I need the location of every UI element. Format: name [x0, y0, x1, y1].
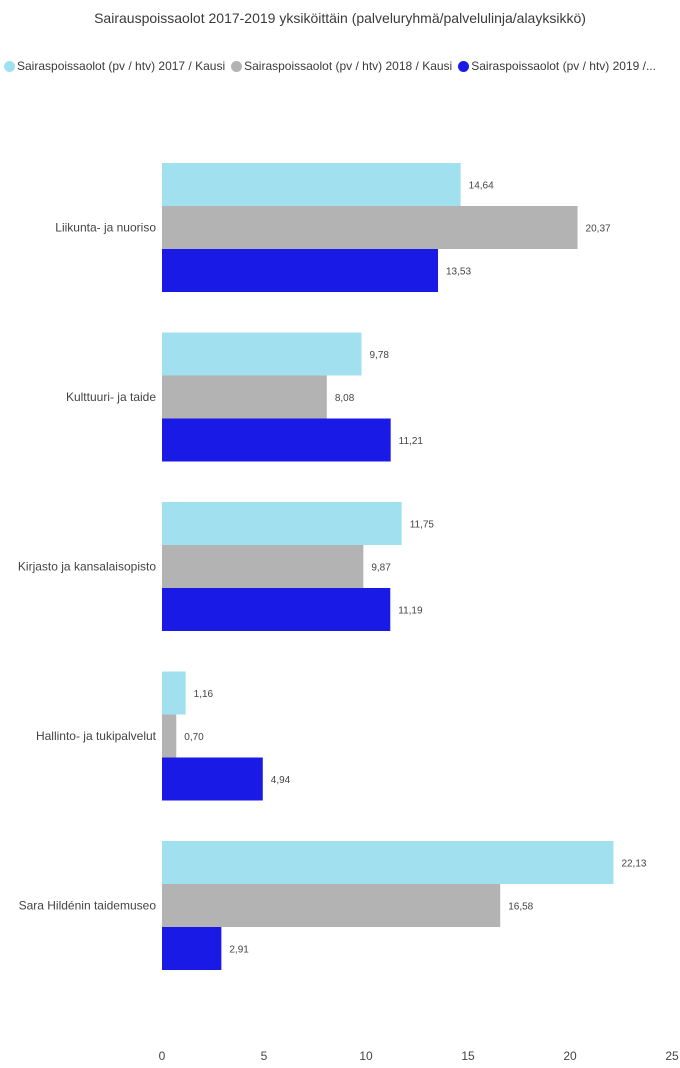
- data-label-2017-kirjasto-ja-kansalaisopisto: 11,75: [410, 520, 435, 531]
- legend-item-2018[interactable]: Sairaspoissaolot (pv / htv) 2018 / Kausi: [231, 59, 452, 73]
- bar-2018-sara-hildenin-taidemuseo[interactable]: [162, 884, 501, 927]
- bar-2019-kulttuuri-ja-taide[interactable]: [162, 418, 391, 462]
- legend-marker-2019: [458, 60, 470, 72]
- legend-marker-2018: [231, 60, 243, 72]
- data-label-2018-hallinto-ja-tukipalvelut: 0,70: [184, 732, 204, 743]
- bar-2019-kirjasto-ja-kansalaisopisto[interactable]: [162, 588, 391, 631]
- bar-2019-hallinto-ja-tukipalvelut[interactable]: [162, 757, 263, 801]
- bar-2017-sara-hildenin-taidemuseo[interactable]: [162, 841, 614, 884]
- x-tick-label-0: 0: [159, 1049, 166, 1063]
- legend-item-2017[interactable]: Sairaspoissaolot (pv / htv) 2017 / Kausi: [4, 59, 225, 73]
- data-label-2017-liikunta-ja-nuoriso: 14,64: [469, 181, 494, 192]
- legend-item-2019[interactable]: Sairaspoissaolot (pv / htv) 2019 /...: [458, 59, 656, 73]
- legend-marker-2017: [4, 60, 15, 72]
- category-label-hallinto-ja-tukipalvelut: Hallinto- ja tukipalvelut: [36, 729, 157, 743]
- legend[interactable]: Sairaspoissaolot (pv / htv) 2017 / Kausi…: [4, 56, 676, 76]
- data-label-2017-kulttuuri-ja-taide: 9,78: [370, 350, 390, 361]
- bar-2018-hallinto-ja-tukipalvelut[interactable]: [162, 714, 177, 758]
- data-label-2017-hallinto-ja-tukipalvelut: 1,16: [194, 689, 214, 700]
- category-label-kirjasto-ja-kansalaisopisto: Kirjasto ja kansalaisopisto: [18, 560, 156, 574]
- data-label-2019-kirjasto-ja-kansalaisopisto: 11,19: [398, 606, 423, 617]
- bars-layer: [162, 163, 614, 970]
- data-label-2019-kulttuuri-ja-taide: 11,21: [399, 436, 424, 447]
- legend-label-2017: Sairaspoissaolot (pv / htv) 2017 / Kausi: [17, 59, 226, 73]
- data-label-2019-liikunta-ja-nuoriso: 13,53: [446, 267, 471, 278]
- bar-2017-kulttuuri-ja-taide[interactable]: [162, 332, 362, 376]
- x-tick-label-25: 25: [665, 1049, 679, 1063]
- x-tick-label-15: 15: [461, 1049, 475, 1063]
- labels-layer: Liikunta- ja nuoriso 14,64 20,37 13,53 Kultt…: [18, 181, 647, 956]
- category-label-kulttuuri-ja-taide: Kulttuuri- ja taide: [66, 390, 156, 404]
- data-label-2019-hallinto-ja-tukipalvelut: 4,94: [271, 775, 291, 786]
- data-label-2018-kulttuuri-ja-taide: 8,08: [335, 393, 355, 404]
- bar-2018-liikunta-ja-nuoriso[interactable]: [162, 206, 578, 249]
- bar-2019-liikunta-ja-nuoriso[interactable]: [162, 249, 439, 292]
- legend-label-2019: Sairaspoissaolot (pv / htv) 2019 /...: [471, 59, 656, 73]
- data-label-2017-sara-hildenin-taidemuseo: 22,13: [621, 859, 646, 870]
- x-tick-label-5: 5: [261, 1049, 268, 1063]
- bar-2017-liikunta-ja-nuoriso[interactable]: [162, 163, 461, 206]
- bar-2019-sara-hildenin-taidemuseo[interactable]: [162, 927, 222, 970]
- x-tick-label-20: 20: [563, 1049, 577, 1063]
- data-label-2018-sara-hildenin-taidemuseo: 16,58: [508, 902, 533, 913]
- legend-label-2018: Sairaspoissaolot (pv / htv) 2018 / Kausi: [244, 59, 453, 73]
- bar-2017-hallinto-ja-tukipalvelut[interactable]: [162, 671, 186, 715]
- data-label-2018-kirjasto-ja-kansalaisopisto: 9,87: [371, 563, 391, 574]
- x-tick-label-10: 10: [359, 1049, 373, 1063]
- bar-2018-kulttuuri-ja-taide[interactable]: [162, 375, 327, 419]
- chart-title: Sairauspoissaolot 2017-2019 yksiköittäin…: [94, 10, 586, 26]
- category-label-sara-hildenin-taidemuseo: Sara Hildénin taidemuseo: [19, 899, 157, 913]
- category-label-liikunta-ja-nuoriso: Liikunta- ja nuoriso: [55, 221, 156, 235]
- bar-2018-kirjasto-ja-kansalaisopisto[interactable]: [162, 545, 364, 588]
- data-label-2019-sara-hildenin-taidemuseo: 2,91: [229, 945, 249, 956]
- data-label-2018-liikunta-ja-nuoriso: 20,37: [586, 224, 611, 235]
- x-axis: 0 5 10 15 20 25: [159, 1049, 679, 1063]
- bar-2017-kirjasto-ja-kansalaisopisto[interactable]: [162, 502, 402, 545]
